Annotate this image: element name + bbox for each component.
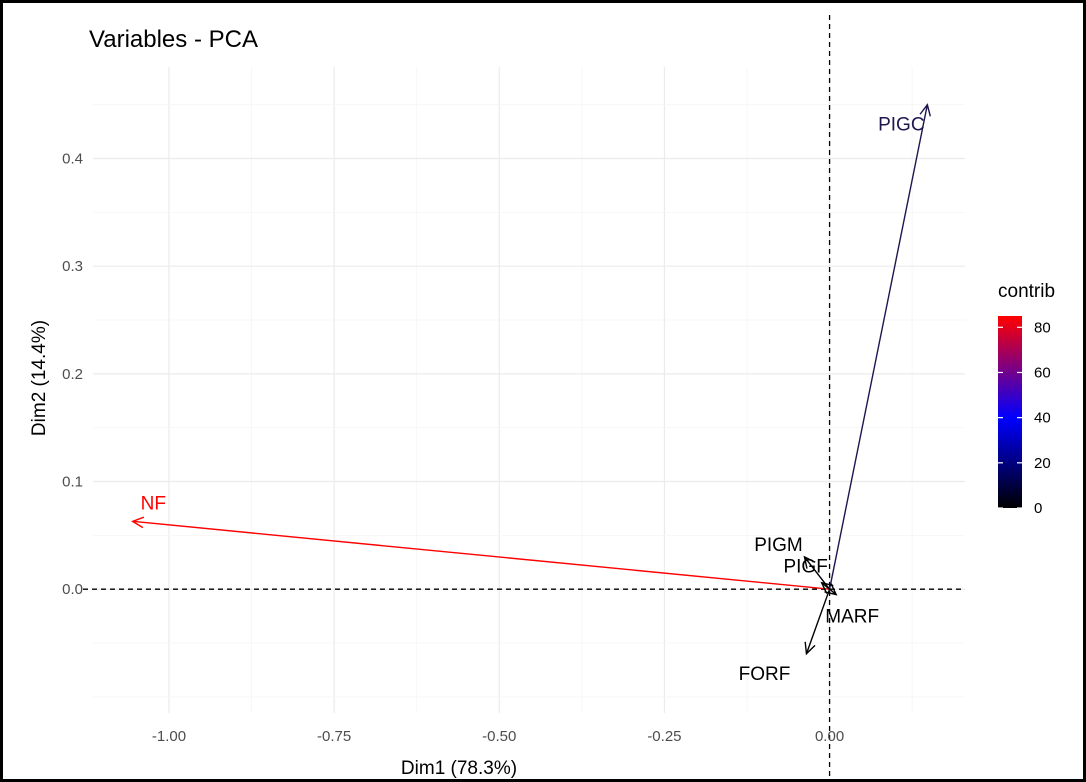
legend-tick-label: 40 xyxy=(1034,410,1051,427)
label-forf: FORF xyxy=(739,664,791,685)
y-tick-label: 0.4 xyxy=(62,151,83,168)
arrow-forf xyxy=(805,588,831,655)
x-axis-title: Dim1 (78.3%) xyxy=(401,758,517,779)
y-tick-label: 0.3 xyxy=(62,258,83,275)
axis-ticks: -1.00 -0.75 -0.50 -0.25 0.00 0.0 0.1 0.2 0.3 0.4 xyxy=(62,151,844,745)
x-tick-label: 0.00 xyxy=(815,728,844,745)
y-tick-label: 0.2 xyxy=(62,366,83,383)
label-pigm: PIGM xyxy=(754,535,803,556)
chart-title: Variables - PCA xyxy=(89,26,258,53)
reference-lines xyxy=(83,15,965,779)
label-nf: NF xyxy=(141,493,166,514)
variable-arrows xyxy=(131,103,932,656)
x-tick-label: -0.75 xyxy=(317,728,351,745)
arrowhead-pigc xyxy=(919,103,932,117)
y-tick-label: 0.1 xyxy=(62,474,83,491)
x-tick-label: -0.50 xyxy=(482,728,516,745)
arrow-pigf xyxy=(821,582,831,590)
arrow-nf xyxy=(132,520,830,590)
arrowhead-nf xyxy=(131,516,145,529)
arrowhead-forf xyxy=(804,641,816,656)
y-tick-label: 0.0 xyxy=(62,581,83,598)
arrowhead-pigm xyxy=(803,555,816,569)
legend-tick-label: 60 xyxy=(1034,364,1051,381)
label-marf: MARF xyxy=(825,607,879,628)
legend-tick-label: 80 xyxy=(1034,319,1051,336)
legend-ticks: 0 20 40 60 80 xyxy=(998,319,1051,517)
arrowhead-pigf xyxy=(820,581,834,594)
legend-title: contrib xyxy=(998,281,1055,302)
legend-tick-label: 20 xyxy=(1034,455,1051,472)
contrib-legend: contrib 0 20 40 60 80 xyxy=(998,281,1055,517)
x-tick-label: -0.25 xyxy=(647,728,681,745)
x-tick-label: -1.00 xyxy=(152,728,186,745)
legend-tick-label: 0 xyxy=(1034,500,1042,517)
label-pigc: PIGC xyxy=(878,115,924,136)
label-pigf: PIGF xyxy=(783,557,827,578)
legend-colorbar xyxy=(998,316,1022,508)
arrow-pigc xyxy=(828,104,929,590)
y-axis-title: Dim2 (14.4%) xyxy=(29,320,50,436)
